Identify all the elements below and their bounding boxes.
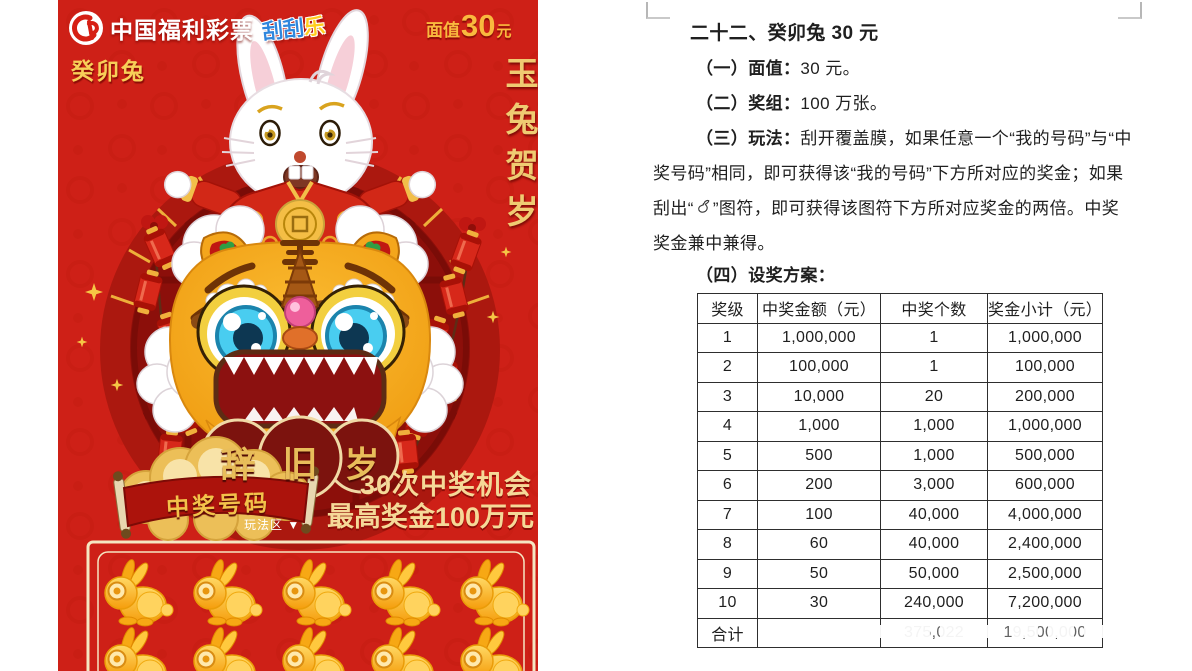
table-row: 10 30 240,000 7,200,000 — [697, 588, 1103, 619]
table-cell: 100,000 — [987, 352, 1103, 383]
watermark-bar — [868, 625, 1110, 638]
rule-how-to-play-line1: （三）玩法：刮开覆盖膜，如果任意一个“我的号码”与“中 — [696, 129, 1132, 148]
lion-nose — [280, 246, 320, 350]
table-cell: 10,000 — [757, 381, 881, 412]
play-zone-frame — [86, 540, 536, 671]
table-row: 8 60 40,000 2,400,000 — [697, 529, 1103, 560]
table-header-cell: 中奖个数 — [880, 293, 988, 324]
rabbit-symbol-icon — [697, 199, 710, 213]
rabbit-whiskers — [221, 137, 379, 167]
table-cell: 1,000,000 — [987, 322, 1103, 353]
table-cell: 2 — [697, 352, 758, 383]
lottery-ticket: 中国福利彩票 刮刮乐 癸卯兔 面值 30 元 玉兔贺岁 辞 旧 岁 中奖号码 3… — [58, 0, 538, 671]
table-cell: 6 — [697, 470, 758, 501]
lion-head — [136, 205, 464, 478]
winning-numbers-scroll — [112, 436, 320, 541]
brand-name: 中国福利彩票 — [110, 17, 254, 43]
table-cell: 9 — [697, 558, 758, 589]
table-cell: 60 — [757, 529, 881, 560]
table-row: 6 200 3,000 600,000 — [697, 470, 1103, 501]
table-cell: 4,000,000 — [987, 499, 1103, 530]
play-area-label: 玩法区 ▼ — [244, 518, 301, 532]
table-cell: 2,400,000 — [987, 529, 1103, 560]
rule-face-value: （一）面值：30 元。 — [696, 59, 861, 78]
table-cell: 240,000 — [880, 588, 988, 619]
rule-how-to-play-line2: 奖号码”相同，即可获得该“我的号码”下方所对应的奖金；如果 — [653, 164, 1124, 183]
table-cell: 50 — [757, 558, 881, 589]
table-header-cell: 奖级 — [697, 293, 758, 324]
zodiac-label: 癸卯兔 — [71, 58, 146, 84]
table-cell: 500 — [757, 440, 881, 471]
table-row: 3 10,000 20 200,000 — [697, 381, 1103, 412]
table-row: 5 500 1,000 500,000 — [697, 440, 1103, 471]
table-cell: 1,000 — [880, 411, 988, 442]
farewell-char: 岁 — [344, 446, 380, 485]
promo-line-2: 最高奖金100万元 — [326, 502, 534, 532]
table-cell: 合计 — [697, 617, 758, 648]
section-heading: 二十二、癸卯兔 30 元 — [690, 23, 879, 44]
face-value-unit: 元 — [496, 23, 512, 40]
table-row: 4 1,000 1,000 1,000,000 — [697, 411, 1103, 442]
table-cell: 3,000 — [880, 470, 988, 501]
table-cell: 1,000 — [757, 411, 881, 442]
table-header-cell: 中奖金额（元） — [757, 293, 881, 324]
face-value-prefix: 面值 — [426, 21, 460, 40]
rabbit-arm-right — [357, 170, 437, 217]
table-row: 1 1,000,000 1 1,000,000 — [697, 322, 1103, 353]
table-cell: 100,000 — [757, 352, 881, 383]
table-cell: 30 — [757, 588, 881, 619]
table-cell: 500,000 — [987, 440, 1103, 471]
lion-mouth — [213, 349, 387, 429]
brand-row: 中国福利彩票 刮刮乐 — [68, 10, 327, 46]
table-cell: 1,000,000 — [757, 322, 881, 353]
farewell-char: 旧 — [282, 445, 318, 484]
face-value: 面值 30 元 — [426, 10, 512, 41]
table-cell: 5 — [697, 440, 758, 471]
table-cell: 1,000 — [880, 440, 988, 471]
table-cell: 1,000,000 — [987, 411, 1103, 442]
table-cell — [757, 617, 881, 648]
table-cell: 4 — [697, 411, 758, 442]
scratch-badge: 刮刮乐 — [261, 14, 327, 45]
table-row: 7 100 40,000 4,000,000 — [697, 499, 1103, 530]
table-cell: 200,000 — [987, 381, 1103, 412]
crop-mark-top-left — [646, 2, 670, 19]
ticket-illustration — [58, 0, 538, 671]
table-cell: 40,000 — [880, 529, 988, 560]
farewell-char: 辞 — [220, 446, 256, 485]
table-cell: 50,000 — [880, 558, 988, 589]
table-cell: 1 — [880, 352, 988, 383]
table-cell: 3 — [697, 381, 758, 412]
table-row: 9 50 50,000 2,500,000 — [697, 558, 1103, 589]
rabbit-eyes — [259, 119, 341, 147]
table-cell: 1 — [697, 322, 758, 353]
table-cell: 7,200,000 — [987, 588, 1103, 619]
table-cell: 200 — [757, 470, 881, 501]
china-welfare-lottery-logo-icon — [69, 11, 103, 45]
vertical-slogan: 玉兔贺岁 — [500, 56, 536, 240]
table-cell: 8 — [697, 529, 758, 560]
prize-plan-heading: （四）设奖方案： — [696, 266, 836, 285]
table-header-cell: 奖金小计（元） — [987, 293, 1103, 324]
table-cell: 10 — [697, 588, 758, 619]
table-row: 2 100,000 1 100,000 — [697, 352, 1103, 383]
rabbit-arm-left — [163, 170, 243, 217]
table-cell: 7 — [697, 499, 758, 530]
table-cell: 100 — [757, 499, 881, 530]
table-cell: 2,500,000 — [987, 558, 1103, 589]
rule-how-to-play-line4: 奖金兼中兼得。 — [653, 234, 775, 253]
watermark-bar — [898, 652, 1110, 668]
prize-table-body: 1 1,000,000 1 1,000,000 2 100,000 1 100,000 3 10,… — [697, 322, 1103, 648]
prize-table-head-row: 奖级 中奖金额（元） 中奖个数 奖金小计（元） — [697, 293, 1103, 324]
rule-how-to-play-line3: 刮出“ ”图符，即可获得该图符下方所对应奖金的两倍。中奖 — [653, 199, 1120, 218]
table-cell: 1 — [880, 322, 988, 353]
prize-table: 奖级 中奖金额（元） 中奖个数 奖金小计（元） 1 1,000,000 1 1,000,00… — [697, 293, 1103, 648]
face-value-amount: 30 — [461, 8, 496, 43]
rule-prize-group: （二）奖组：100 万张。 — [696, 94, 888, 113]
promo-line-1: 30次中奖机会 — [359, 470, 532, 500]
table-cell: 40,000 — [880, 499, 988, 530]
table-cell: 600,000 — [987, 470, 1103, 501]
crop-mark-top-right — [1118, 2, 1142, 19]
table-cell: 20 — [880, 381, 988, 412]
